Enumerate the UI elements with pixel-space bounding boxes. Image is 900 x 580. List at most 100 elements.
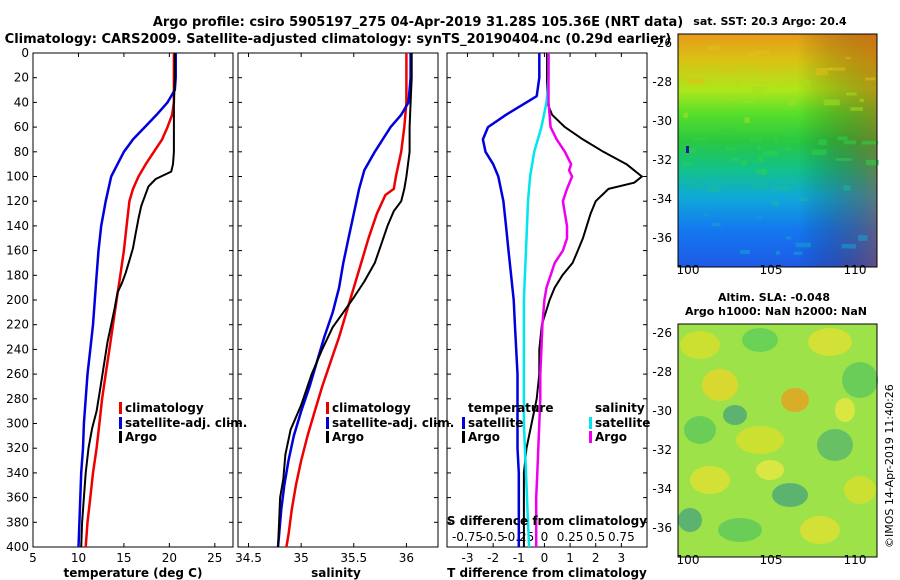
sst-texture-patch	[793, 251, 803, 255]
series-line-satellite-adj-clim-	[77, 53, 177, 548]
series-line-s-argo	[534, 53, 574, 547]
sst-texture-patch	[778, 84, 787, 87]
map-lat-tick-label: -32	[652, 443, 672, 457]
depth-tick-label: 20	[14, 71, 29, 85]
sla-map-tick-labels: 100 105 110 -26 -28 -30 -32 -34 -36	[652, 326, 866, 567]
map-lon-tick-label: 100	[677, 553, 700, 567]
sst-map-frame	[677, 33, 878, 268]
series-line-satellite-adj-clim-	[276, 53, 412, 548]
sst-texture-patch	[795, 242, 811, 248]
sst-texture-patch	[720, 129, 730, 132]
sst-texture-patch	[762, 150, 779, 156]
depth-tick-label: 400	[6, 540, 29, 554]
map-lon-tick-label: 105	[760, 263, 783, 277]
map-lat-tick-label: -26	[652, 36, 672, 50]
title-line-1: Argo profile: csiro 5905197_275 04-Apr-2…	[153, 15, 683, 30]
sla-map-texture	[678, 328, 878, 544]
sst-texture-patch	[771, 201, 779, 206]
sla-texture-blob	[736, 426, 784, 454]
x-tick-label: 1	[566, 551, 574, 565]
sst-map-panel: sat. SST: 20.3 Argo: 20.4 100 105 110 -26 -2…	[652, 15, 879, 277]
sst-texture-patch	[843, 185, 851, 191]
sst-texture-patch	[758, 156, 764, 162]
sst-texture-patch	[756, 145, 761, 151]
legend-label-argo: Argo	[332, 430, 364, 444]
sst-texture-patch	[685, 77, 691, 80]
sst-texture-patch	[835, 158, 852, 161]
y-tick-marks	[33, 52, 233, 548]
depth-tick-label: 140	[6, 219, 29, 233]
sst-texture-patch	[731, 158, 740, 162]
sst-texture-patch	[861, 140, 879, 145]
depth-tick-label: 120	[6, 194, 29, 208]
sst-texture-patch	[850, 107, 863, 111]
difference-axes-frame	[446, 52, 648, 548]
x-tick-label: 25	[207, 551, 222, 565]
depth-tick-label: 380	[6, 515, 29, 529]
sst-texture-patch	[683, 112, 689, 118]
sst-texture-patch	[692, 136, 710, 142]
depth-tick-label: 260	[6, 367, 29, 381]
sst-texture-patch	[811, 149, 827, 156]
map-lat-tick-label: -28	[652, 365, 672, 379]
sst-texture-patch	[823, 99, 840, 106]
difference-series	[481, 53, 643, 548]
sst-map-tick-labels: 100 105 110 -26 -28 -30 -32 -34 -36	[652, 36, 866, 277]
sla-texture-blob	[690, 466, 730, 494]
sst-texture-patch	[744, 117, 750, 124]
depth-tick-label: 100	[6, 170, 29, 184]
sst-texture-patch	[748, 51, 759, 58]
depth-tick-label: 40	[14, 95, 29, 109]
legend-swatch-argo	[326, 431, 329, 443]
sst-texture-patch	[775, 251, 781, 255]
sla-texture-blob	[742, 328, 778, 352]
title-line-2: Climatology: CARS2009. Satellite-adjuste…	[5, 32, 672, 47]
x-tick-label: 35.5	[340, 551, 367, 565]
map-lat-tick-label: -30	[652, 404, 672, 418]
depth-tick-label: 180	[6, 268, 29, 282]
legend-label-argo: Argo	[125, 430, 157, 444]
s-diff-tick-label: 0.25	[557, 530, 584, 544]
depth-tick-label: 200	[6, 293, 29, 307]
legend-swatch-s-satellite	[589, 417, 592, 429]
sla-texture-blob	[684, 416, 716, 444]
sla-texture-blob	[718, 518, 762, 542]
sla-texture-blob	[678, 508, 702, 532]
legend-label-climatology: climatology	[332, 401, 411, 415]
y-tick-marks	[447, 52, 647, 548]
sst-texture-patch	[845, 92, 857, 96]
legend-swatch-t-satellite	[462, 417, 465, 429]
depth-tick-label: 340	[6, 466, 29, 480]
difference-legend: temperature satellite Argo salinity sate…	[462, 401, 650, 444]
sst-texture-patch	[859, 98, 864, 103]
depth-tick-label: 240	[6, 342, 29, 356]
map-lon-tick-label: 110	[844, 263, 867, 277]
depth-tick-label: 320	[6, 441, 29, 455]
sst-texture-patch	[828, 67, 846, 71]
sla-texture-blob	[680, 331, 720, 359]
sst-texture-patch	[687, 78, 705, 85]
sla-map-title: Altim. SLA: -0.048	[718, 291, 830, 304]
sst-texture-patch	[843, 140, 856, 145]
legend-swatch-satellite	[326, 417, 329, 429]
sla-texture-blob	[842, 362, 878, 398]
salinity-tick-labels: 34.5 35 35.5 36	[235, 53, 414, 565]
map-lat-tick-label: -26	[652, 326, 672, 340]
legend-swatch-argo	[119, 431, 122, 443]
salinity-xlabel: salinity	[311, 566, 361, 580]
sla-texture-blob	[835, 398, 855, 422]
depth-tick-labels: 0 20 40 60 80 100 120 140 160 180 200 220 240 260 280 3…	[6, 46, 29, 554]
depth-tick-label: 220	[6, 318, 29, 332]
sst-texture-patch	[752, 87, 767, 93]
map-lon-tick-label: 110	[844, 553, 867, 567]
sla-texture-blob	[817, 429, 853, 461]
sla-map-subtitle: Argo h1000: NaN h2000: NaN	[685, 305, 867, 318]
sst-texture-patch	[802, 80, 811, 86]
legend-label-satellite: satellite-adj. clim.	[332, 416, 454, 430]
sst-texture-patch	[865, 77, 876, 81]
sst-map-title: sat. SST: 20.3 Argo: 20.4	[693, 15, 847, 28]
sst-texture-patch	[858, 235, 868, 241]
sst-texture-patch	[687, 148, 696, 153]
sst-texture-patch	[756, 169, 765, 175]
